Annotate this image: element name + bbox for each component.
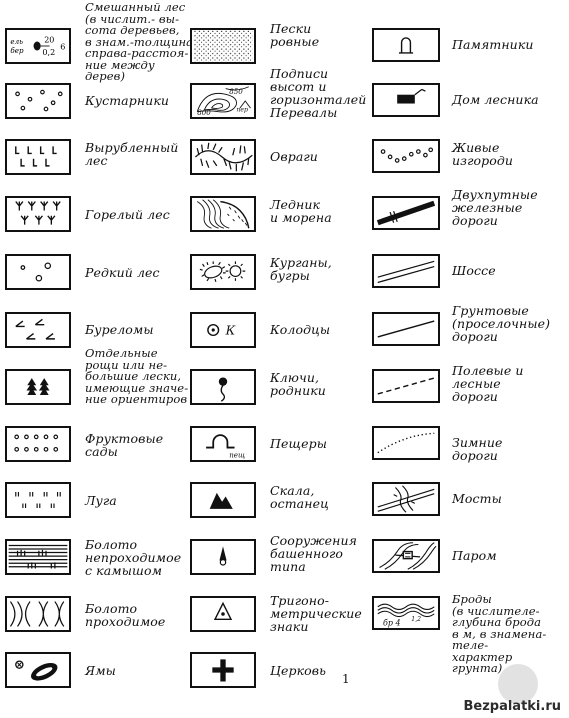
wells-symbol: К <box>190 312 256 348</box>
railways-label: Двухпутные железные дороги <box>452 187 538 228</box>
burnt-forest-symbol <box>5 196 71 232</box>
impassable-swamp-symbol <box>5 539 71 575</box>
ford-abbrev: бр 4 <box>383 618 401 627</box>
field-roads-symbol <box>372 369 440 403</box>
rock-symbol <box>190 482 256 518</box>
flat-sand-symbol <box>190 28 256 64</box>
windfall-label: Буреломы <box>85 322 154 337</box>
flat-sand-label: Пески ровные <box>270 21 320 49</box>
shrubs-label: Кустарники <box>85 93 170 108</box>
watermark: Bezpalatki.ru <box>463 699 561 714</box>
watermark-logo-icon <box>498 664 538 704</box>
mixed-forest-symbol: ель бер 20 0,2 6 <box>5 28 71 64</box>
towers-symbol <box>190 539 256 575</box>
wells-letter: К <box>225 322 236 337</box>
mixed-forest-tree-type-1: ель <box>10 37 23 46</box>
ravines-label: Овраги <box>270 149 318 164</box>
highway-symbol <box>372 254 440 288</box>
passable-swamp-label: Болото проходимое <box>85 601 166 629</box>
orchards-label: Фруктовые сады <box>85 431 164 459</box>
forester-house-symbol <box>372 83 440 117</box>
orchards-symbol <box>5 426 71 462</box>
windfall-symbol <box>5 312 71 348</box>
meadows-symbol <box>5 482 71 518</box>
burnt-forest-label: Горелый лес <box>85 207 170 222</box>
caves-symbol: пещ <box>190 426 256 462</box>
meadows-label: Луга <box>85 493 117 508</box>
church-symbol <box>190 652 256 688</box>
mounds-symbol <box>190 254 256 290</box>
dirt-roads-label: Грунтовые (проселочные) дороги <box>452 303 551 344</box>
wells-label: Колодцы <box>270 322 331 337</box>
pits-symbol <box>5 652 71 688</box>
cut-forest-symbol <box>5 139 71 175</box>
passable-swamp-symbol <box>5 596 71 632</box>
glacier-label: Ледник и морена <box>270 197 332 225</box>
mixed-forest-label: Смешанный лес (в числит.- вы- сота дерев… <box>85 0 197 83</box>
monuments-label: Памятники <box>452 37 534 52</box>
shrubs-symbol <box>5 83 71 119</box>
hedges-symbol <box>372 139 440 173</box>
trig-symbol <box>190 596 256 632</box>
dirt-roads-symbol <box>372 312 440 346</box>
highway-label: Шоссе <box>452 263 496 278</box>
forester-house-label: Дом лесника <box>452 92 539 107</box>
pits-label: Ямы <box>85 663 116 678</box>
sparse-forest-label: Редкий лес <box>85 265 160 280</box>
towers-label: Сооружения башенного типа <box>270 533 358 574</box>
trig-label: Тригоно- метрические знаки <box>270 593 362 634</box>
contour-height-800: 800 <box>197 108 211 117</box>
page-number: 1 <box>342 672 350 686</box>
mixed-forest-thickness: 0,2 <box>42 48 55 57</box>
fords-label: Броды (в числителе- глубина брода в м, в… <box>452 592 547 675</box>
monuments-symbol <box>372 28 440 62</box>
ferry-symbol <box>372 539 440 573</box>
groves-label: Отдельные рощи или не- большие лески, им… <box>85 346 189 406</box>
winter-roads-label: Зимние дороги <box>452 435 503 463</box>
ford-depth: 1,2 <box>411 616 421 623</box>
hedges-label: Живые изгороди <box>452 140 514 168</box>
caves-label: Пещеры <box>270 436 327 451</box>
sparse-forest-symbol <box>5 254 71 290</box>
mounds-label: Курганы, бугры <box>270 255 332 283</box>
glacier-symbol <box>190 196 256 232</box>
winter-roads-symbol <box>372 426 440 460</box>
rock-label: Скала, останец <box>270 483 329 511</box>
groves-symbol <box>5 369 71 405</box>
pass-label: пер <box>236 107 248 114</box>
field-roads-label: Полевые и лесные дороги <box>452 363 524 404</box>
contours-symbol: 850 800 пер <box>190 83 256 119</box>
railways-symbol <box>372 196 440 230</box>
mixed-forest-height: 20 <box>44 35 54 44</box>
contours-label: Подписи высот и горизонталей Перевалы <box>270 66 367 120</box>
mixed-forest-spacing: 6 <box>60 43 65 52</box>
bridges-label: Мосты <box>452 491 502 506</box>
ravines-symbol <box>190 139 256 175</box>
bridges-symbol <box>372 482 440 516</box>
cut-forest-label: Вырубленный лес <box>85 140 179 168</box>
springs-symbol <box>190 369 256 405</box>
church-label: Церковь <box>270 663 327 678</box>
impassable-swamp-label: Болото непроходимое с камышом <box>85 537 182 578</box>
contour-height-850: 850 <box>229 87 243 96</box>
ferry-label: Паром <box>452 548 497 563</box>
springs-label: Ключи, родники <box>270 370 326 398</box>
fords-symbol: бр 4 1,2 <box>372 596 440 630</box>
mixed-forest-tree-type-2: бер <box>10 46 24 55</box>
cave-abbrev: пещ <box>229 450 245 459</box>
